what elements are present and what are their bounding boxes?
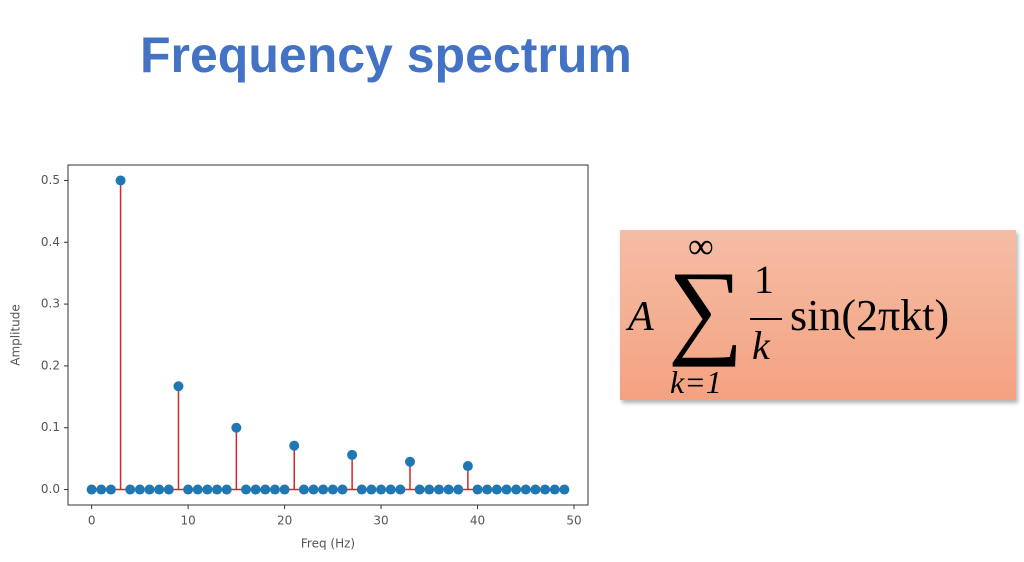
marker	[337, 484, 348, 495]
marker	[491, 484, 502, 495]
x-tick-label: 20	[277, 514, 292, 528]
marker	[212, 484, 223, 495]
x-tick-label: 50	[566, 514, 581, 528]
marker	[356, 484, 367, 495]
marker	[433, 484, 444, 495]
marker	[308, 484, 319, 495]
marker	[231, 422, 242, 433]
marker	[221, 484, 232, 495]
x-tick-label: 40	[470, 514, 485, 528]
x-tick-label: 10	[180, 514, 195, 528]
x-axis-label: Freq (Hz)	[301, 537, 355, 551]
chart: Freq (Hz) Amplitude 0.0 0.1 0.2 0.3 0.4 0.5 0 1…	[9, 164, 589, 551]
marker	[347, 449, 358, 460]
marker	[501, 484, 512, 495]
marker	[269, 484, 280, 495]
formula-function: sin(2πkt)	[790, 291, 950, 340]
marker	[540, 484, 551, 495]
marker	[115, 175, 126, 186]
marker	[86, 484, 97, 495]
marker	[279, 484, 290, 495]
formula-denominator: k	[752, 323, 770, 368]
marker	[366, 484, 377, 495]
formula-lower: k=1	[670, 364, 722, 400]
marker	[105, 484, 116, 495]
slide-title: Frequency spectrum	[140, 27, 632, 83]
y-axis-label: Amplitude	[9, 304, 23, 366]
marker	[511, 484, 522, 495]
marker	[376, 484, 387, 495]
marker	[453, 484, 464, 495]
marker	[318, 484, 329, 495]
formula-sum: ∑	[668, 250, 744, 367]
marker	[443, 484, 454, 495]
fraction-bar	[750, 318, 782, 320]
marker	[472, 484, 483, 495]
marker	[192, 484, 203, 495]
marker	[482, 484, 493, 495]
marker	[549, 484, 560, 495]
marker	[125, 484, 136, 495]
marker	[250, 484, 261, 495]
marker	[289, 440, 300, 451]
marker	[462, 461, 473, 472]
x-tick-label: 30	[373, 514, 388, 528]
marker	[173, 381, 184, 392]
marker	[327, 484, 338, 495]
marker	[260, 484, 271, 495]
marker	[395, 484, 406, 495]
marker	[298, 484, 309, 495]
plot-frame	[67, 164, 589, 506]
y-tick-label: 0.3	[41, 297, 60, 311]
marker	[414, 484, 425, 495]
marker	[96, 484, 107, 495]
marker	[154, 484, 165, 495]
y-tick-label: 0.4	[41, 235, 60, 249]
y-tick-label: 0.1	[41, 420, 60, 434]
formula-coefficient: A	[628, 294, 654, 340]
marker	[520, 484, 531, 495]
formula-numerator: 1	[754, 257, 774, 302]
marker	[385, 484, 396, 495]
marker	[424, 484, 435, 495]
marker	[530, 484, 541, 495]
marker	[134, 484, 145, 495]
marker	[240, 484, 251, 495]
y-tick-label: 0.0	[41, 482, 60, 496]
formula-box	[620, 230, 1016, 400]
formula-upper: ∞	[688, 226, 714, 266]
marker	[183, 484, 194, 495]
marker	[202, 484, 213, 495]
marker	[144, 484, 155, 495]
y-tick-label: 0.2	[41, 358, 60, 372]
marker	[559, 484, 570, 495]
y-tick-label: 0.5	[41, 173, 60, 187]
marker	[163, 484, 174, 495]
x-tick-label: 0	[88, 514, 96, 528]
marker	[405, 456, 416, 467]
